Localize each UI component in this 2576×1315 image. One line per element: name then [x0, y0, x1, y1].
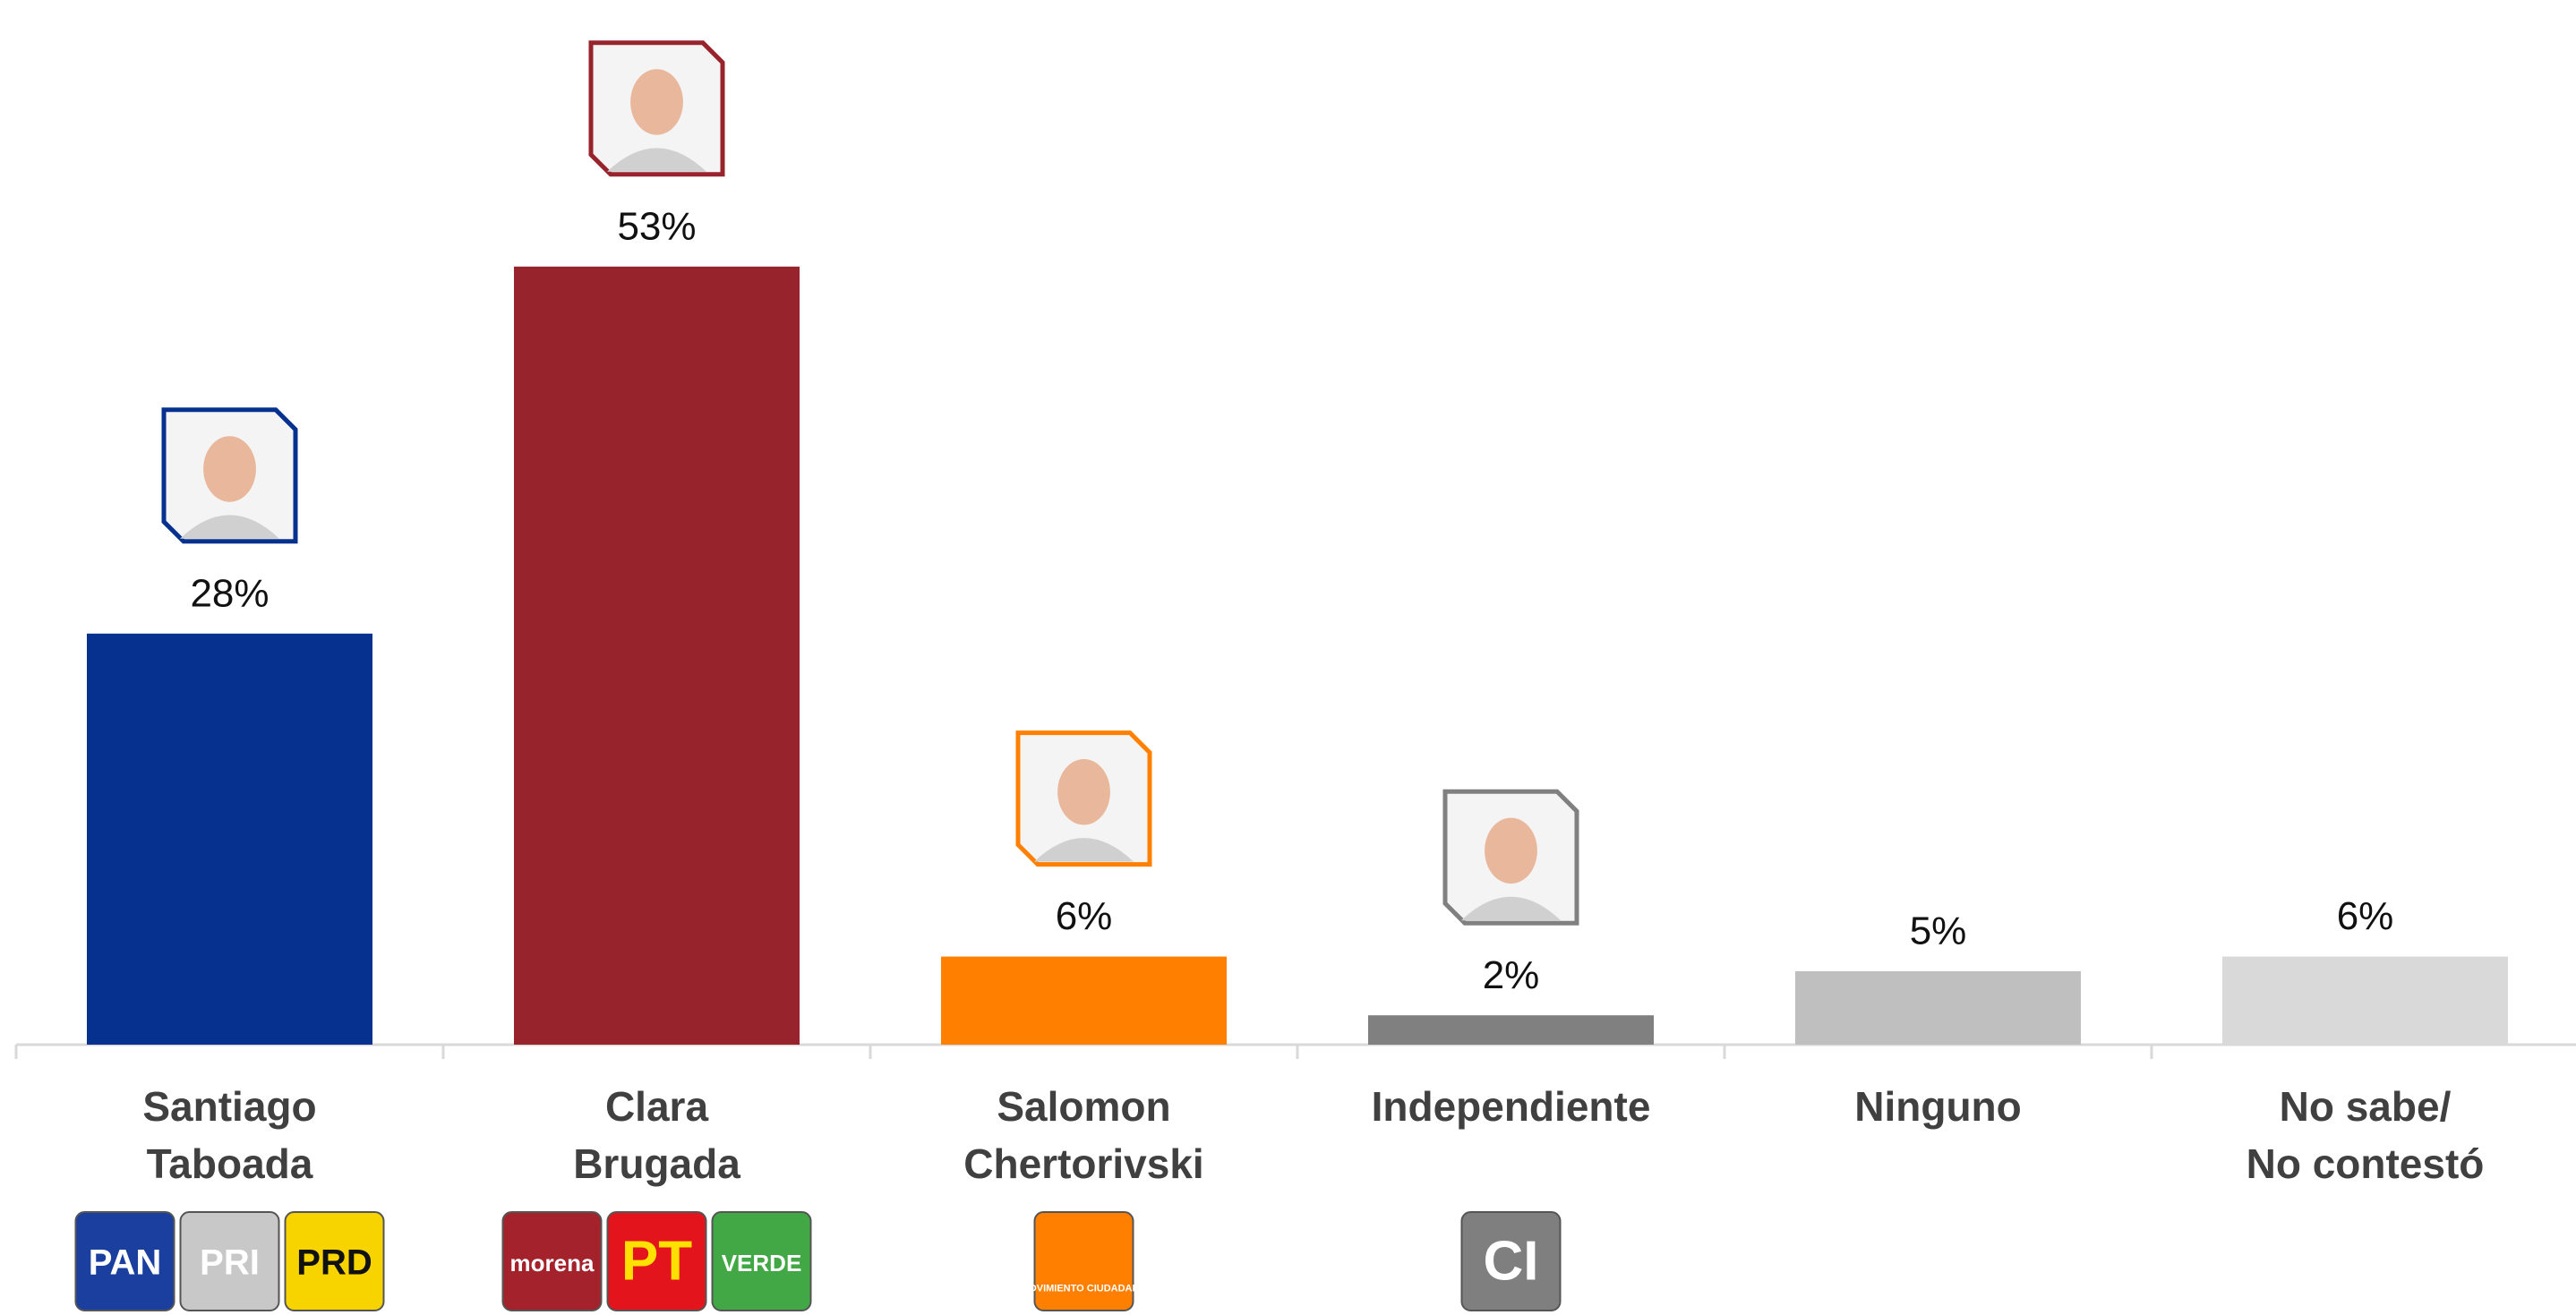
value-label: 53%	[617, 204, 696, 248]
party-logo-text: VERDE	[722, 1250, 802, 1277]
photo-head	[630, 69, 683, 135]
photo-head	[1485, 817, 1537, 884]
x-tick-label: Salomon Chertorivski	[963, 1083, 1204, 1187]
x-tick-label: No sabe/ No contestó	[2246, 1083, 2485, 1187]
value-label: 5%	[1910, 909, 1967, 953]
bar	[1795, 971, 2081, 1045]
party-logo-text: CI	[1484, 1230, 1539, 1292]
party-logo-text: PRI	[200, 1243, 260, 1283]
party-logo	[284, 1211, 385, 1311]
bar	[514, 266, 800, 1045]
party-logo-text: MOVIMIENTO CIUDADANO	[1021, 1284, 1147, 1294]
party-logo	[501, 1211, 603, 1311]
value-label: 6%	[2337, 894, 2394, 938]
x-tick-label: Santiago Taboada	[142, 1083, 317, 1187]
candidate-photo	[1015, 730, 1152, 867]
value-label: 2%	[1483, 953, 1540, 997]
party-logo	[74, 1211, 175, 1311]
bar	[1368, 1015, 1654, 1045]
x-tick-label: Ninguno	[1854, 1083, 2022, 1130]
party-logo	[606, 1211, 707, 1311]
bar	[2222, 956, 2508, 1045]
photo-shoulders	[1461, 896, 1561, 921]
candidate-photo	[588, 40, 725, 177]
photo-head	[203, 436, 256, 502]
party-logo-text: PAN	[89, 1243, 161, 1283]
x-tick-label: Clara Brugada	[573, 1083, 740, 1187]
party-logo	[711, 1211, 812, 1311]
party-logo-text: PT	[621, 1230, 692, 1292]
bar	[87, 633, 372, 1045]
value-label: 28%	[190, 571, 269, 615]
photo-shoulders	[1034, 838, 1134, 862]
photo-head	[1057, 759, 1110, 825]
party-logo-text: morena	[510, 1250, 595, 1277]
photo-shoulders	[180, 515, 279, 539]
x-tick-label: Independiente	[1371, 1083, 1651, 1130]
party-logo	[179, 1211, 280, 1311]
value-label: 6%	[1056, 894, 1113, 938]
party-logo	[1033, 1211, 1134, 1311]
candidate-photo	[1442, 789, 1579, 926]
party-logo-text: PRD	[296, 1243, 372, 1283]
photo-shoulders	[607, 148, 706, 172]
bar	[941, 956, 1227, 1045]
party-logo	[1460, 1211, 1562, 1311]
candidate-photo	[161, 407, 298, 544]
